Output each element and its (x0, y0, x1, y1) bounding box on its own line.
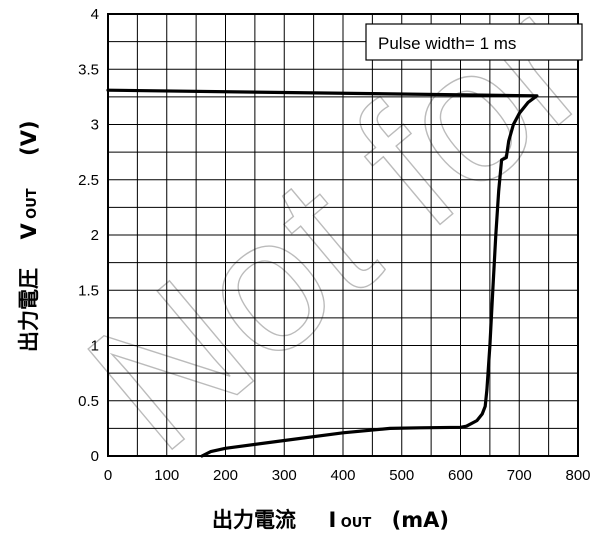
x-axis-label-sub: OUT (341, 516, 372, 531)
y-tick-label: 3 (91, 117, 99, 134)
plot-border (107, 13, 579, 457)
series-line (106, 88, 539, 458)
x-tick-label: 300 (272, 467, 297, 484)
annotation-box (365, 23, 583, 61)
y-tick-label: 0.5 (78, 393, 99, 410)
gridlines (108, 14, 578, 456)
watermark-text: Not for (50, 0, 603, 491)
x-axis-label-symbol: I (328, 508, 336, 532)
y-tick-label: 2.5 (78, 172, 99, 189)
data-series (106, 88, 539, 458)
x-tick-label: 100 (154, 467, 179, 484)
x-axis-label: 出力電流 I OUT (mA) (212, 508, 449, 532)
x-tick-label: 400 (330, 467, 355, 484)
y-axis-label-unit: (V) (17, 120, 41, 155)
x-axis-label-unit: (mA) (392, 508, 449, 532)
x-tick-label: 600 (448, 467, 473, 484)
x-tick-label: 0 (104, 467, 112, 484)
y-tick-label: 4 (91, 6, 99, 23)
x-tick-label: 800 (565, 467, 590, 484)
x-tick-label: 700 (507, 467, 532, 484)
y-axis-label: 出力電圧 V OUT (V) (17, 120, 41, 352)
y-axis-label-jp: 出力電圧 (17, 268, 41, 352)
x-tick-label: 200 (213, 467, 238, 484)
y-axis-label-sub: OUT (25, 188, 40, 219)
annotation-text: Pulse width= 1 ms (378, 34, 516, 53)
y-tick-label: 1.5 (78, 282, 99, 299)
y-axis-label-symbol: V (17, 223, 41, 240)
x-axis-label-jp: 出力電流 (212, 508, 296, 532)
y-tick-label: 0 (91, 448, 99, 465)
x-tick-label: 500 (389, 467, 414, 484)
y-tick-label: 2 (91, 227, 99, 244)
y-tick-label: 3.5 (78, 61, 99, 78)
plot-frame (107, 13, 579, 457)
y-tick-label: 1 (91, 338, 99, 355)
tick-labels: 0 100 200 300 400 500 600 700 800 0 0.5 1 1.5 2 2.5 3 3.… (78, 6, 590, 484)
